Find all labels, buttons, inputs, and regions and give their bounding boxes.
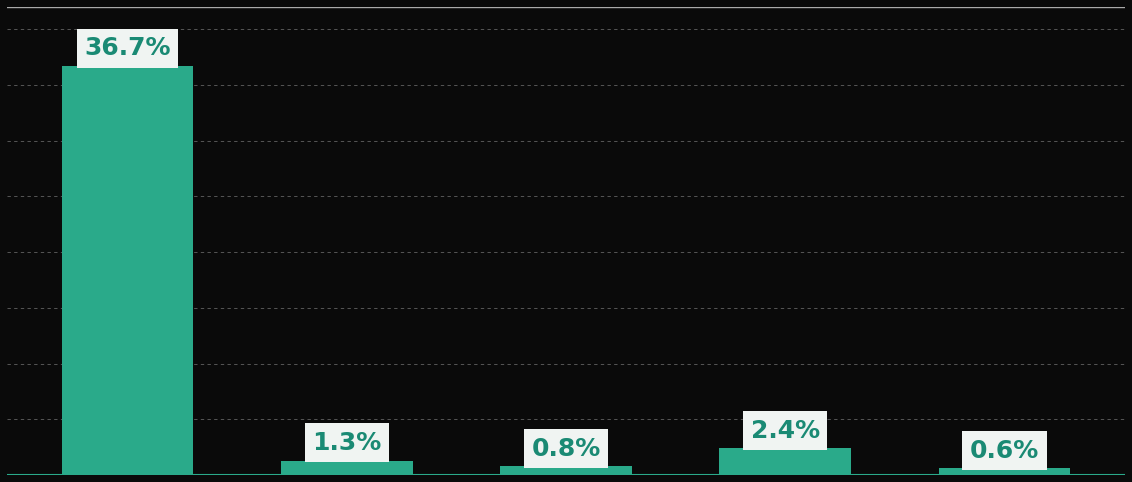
Text: 36.7%: 36.7% (84, 37, 171, 60)
Bar (720, 448, 851, 475)
Bar (938, 469, 1070, 475)
Text: 0.8%: 0.8% (531, 437, 601, 461)
Bar (281, 461, 412, 475)
Bar (62, 66, 194, 475)
Text: 0.6%: 0.6% (970, 439, 1039, 463)
Text: 2.4%: 2.4% (751, 419, 820, 443)
Bar (500, 466, 632, 475)
Text: 1.3%: 1.3% (312, 431, 381, 455)
